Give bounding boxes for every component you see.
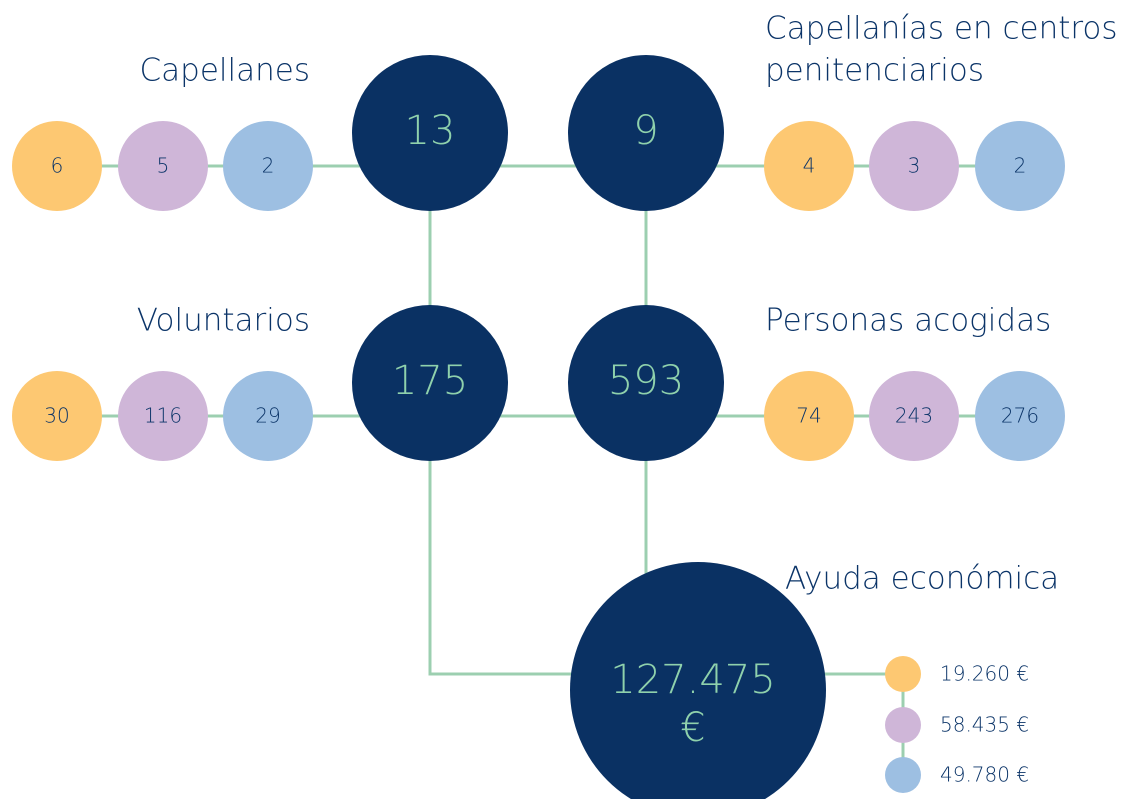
- group-title: penitenciarios: [765, 53, 984, 89]
- breakdown-circle: [118, 121, 208, 211]
- breakdown-value: 74: [796, 404, 821, 428]
- group-title: Personas acogidas: [765, 303, 1051, 339]
- breakdown-value: 2: [1014, 154, 1027, 178]
- aid-value: 19.260 €: [940, 662, 1029, 686]
- total: 9: [633, 108, 658, 154]
- total: 593: [608, 358, 684, 404]
- total-circle: [568, 55, 724, 211]
- breakdown-value: 30: [44, 404, 69, 428]
- breakdown-value: 276: [1001, 404, 1039, 428]
- breakdown-value: 5: [157, 154, 170, 178]
- breakdown-circle: [764, 121, 854, 211]
- connectors: [57, 133, 1020, 775]
- total-circle: [570, 562, 826, 799]
- breakdown-circle: [223, 121, 313, 211]
- breakdown-value: 6: [51, 154, 64, 178]
- total: 175: [392, 358, 468, 404]
- group-title: Ayuda económica: [785, 561, 1059, 597]
- breakdown-value: 243: [895, 404, 933, 428]
- breakdown-value: 29: [255, 404, 280, 428]
- total: 127.475: [610, 657, 775, 703]
- breakdown-circle: [12, 121, 102, 211]
- breakdown-circle: [764, 371, 854, 461]
- total-circle: [568, 305, 724, 461]
- total-circle: [352, 55, 508, 211]
- aid-value: 58.435 €: [940, 713, 1029, 737]
- breakdown-value: 3: [908, 154, 921, 178]
- breakdown-circle: [118, 371, 208, 461]
- total: 13: [405, 108, 456, 154]
- total-circle: [352, 305, 508, 461]
- total: €: [680, 705, 705, 751]
- legend-dot: [885, 707, 921, 743]
- breakdown-circle: [975, 371, 1065, 461]
- breakdown-value: 116: [144, 404, 182, 428]
- breakdown-value: 4: [803, 154, 816, 178]
- breakdown-circle: [223, 371, 313, 461]
- group-title: Capellanías en centros: [765, 11, 1118, 47]
- breakdown-circle: [975, 121, 1065, 211]
- group-title: Voluntarios: [137, 303, 310, 339]
- legend-dot: [885, 656, 921, 692]
- group-title: Capellanes: [140, 53, 311, 89]
- breakdown-value: 2: [262, 154, 275, 178]
- breakdown-circle: [869, 371, 959, 461]
- breakdown-circle: [869, 121, 959, 211]
- breakdown-circle: [12, 371, 102, 461]
- legend-dot: [885, 757, 921, 793]
- aid-value: 49.780 €: [940, 763, 1029, 787]
